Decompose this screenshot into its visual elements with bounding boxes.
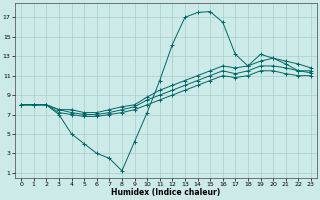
X-axis label: Humidex (Indice chaleur): Humidex (Indice chaleur): [111, 188, 221, 197]
